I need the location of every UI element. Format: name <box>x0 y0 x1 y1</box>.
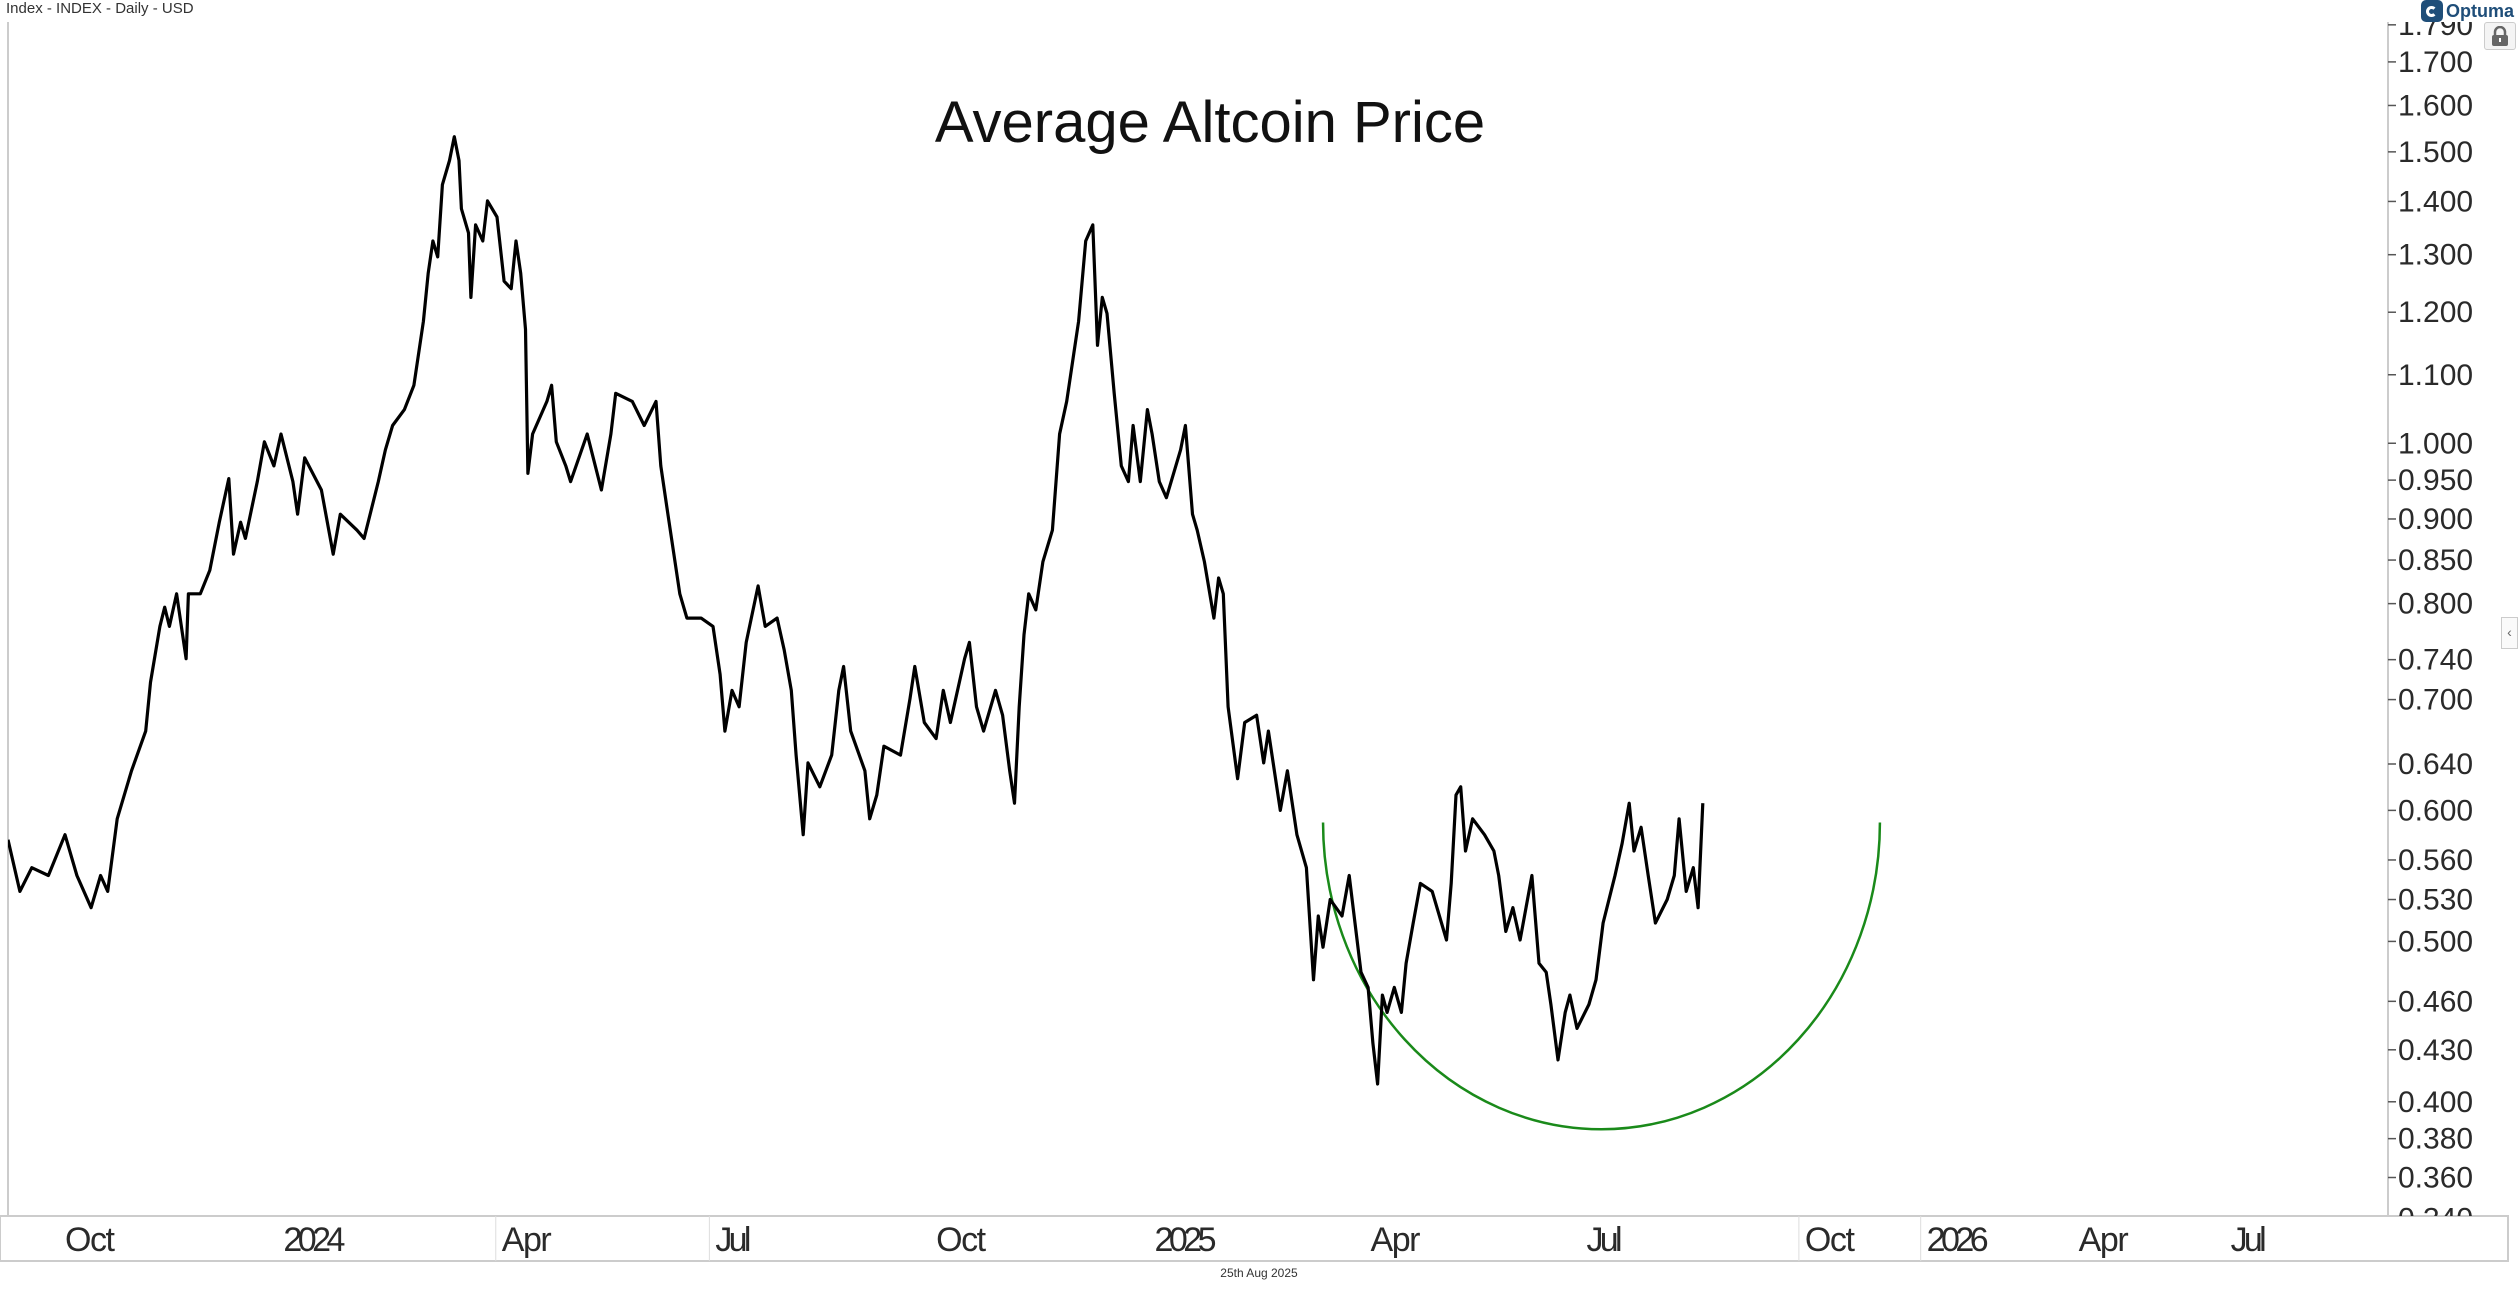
chart-date: 25th Aug 2025 <box>1220 1266 1298 1280</box>
chart-title: Average Altcoin Price <box>935 90 1485 155</box>
chart-header: Index - INDEX - Daily - USD <box>6 0 194 17</box>
y-tick-label: 0.400 <box>2398 1086 2473 1119</box>
price-line <box>8 135 1705 1086</box>
y-tick-label: 1.100 <box>2398 359 2473 392</box>
rounding-bottom-arc <box>1321 822 1882 1131</box>
x-tick-label: 2025 <box>1155 1221 1217 1259</box>
logo-text: Optuma <box>2445 0 2514 21</box>
x-tick-label: Oct <box>936 1221 987 1259</box>
x-tick-label: Jul <box>715 1221 751 1259</box>
x-tick-label: Jul <box>1587 1221 1623 1259</box>
y-tick-label: 0.430 <box>2398 1034 2473 1067</box>
y-tick-label: 1.400 <box>2398 185 2473 218</box>
y-tick-label: 1.300 <box>2398 239 2473 272</box>
y-tick-label: 0.640 <box>2398 748 2473 781</box>
y-tick-label: 0.380 <box>2398 1123 2473 1156</box>
x-tick-label: Jul <box>2231 1221 2267 1259</box>
x-tick-label: 2026 <box>1927 1221 1989 1259</box>
y-tick-label: 0.700 <box>2398 684 2473 717</box>
x-tick-label: Apr <box>502 1221 552 1259</box>
y-tick-label: 0.600 <box>2398 794 2473 827</box>
x-tick-label: 2024 <box>283 1221 345 1259</box>
y-tick-label: 1.500 <box>2398 136 2473 169</box>
y-tick-label: 0.900 <box>2398 503 2473 536</box>
y-tick-label: 1.600 <box>2398 89 2473 122</box>
optuma-logo: Optuma <box>2420 0 2514 22</box>
x-axis-band <box>0 1215 2509 1262</box>
y-tick-label: 0.340 <box>2398 1203 2473 1236</box>
collapse-panel-button[interactable]: ‹ <box>2501 617 2518 649</box>
y-tick-label: 1.000 <box>2398 427 2473 460</box>
x-tick-label: Oct <box>65 1221 116 1259</box>
y-tick-label: 1.200 <box>2398 296 2473 329</box>
lock-scale-button[interactable] <box>2484 22 2516 50</box>
y-tick-label: 0.800 <box>2398 588 2473 621</box>
y-tick-label: 0.530 <box>2398 884 2473 917</box>
y-tick-label: 0.850 <box>2398 544 2473 577</box>
x-tick-label: Apr <box>1371 1221 1421 1259</box>
y-tick-label: 0.560 <box>2398 844 2473 877</box>
y-tick-label: 0.500 <box>2398 925 2473 958</box>
y-tick-label: 0.950 <box>2398 464 2473 497</box>
y-tick-label: 1.700 <box>2398 46 2473 79</box>
y-tick-label: 0.360 <box>2398 1162 2473 1195</box>
y-tick-label: 1.790 <box>2398 9 2473 42</box>
x-tick-label: Apr <box>2079 1221 2129 1259</box>
x-tick-label: Oct <box>1805 1221 1856 1259</box>
y-tick-label: 0.740 <box>2398 644 2473 677</box>
y-tick-label: 0.460 <box>2398 985 2473 1018</box>
lock-icon <box>2492 26 2508 46</box>
optuma-logo-icon <box>2420 0 2443 22</box>
